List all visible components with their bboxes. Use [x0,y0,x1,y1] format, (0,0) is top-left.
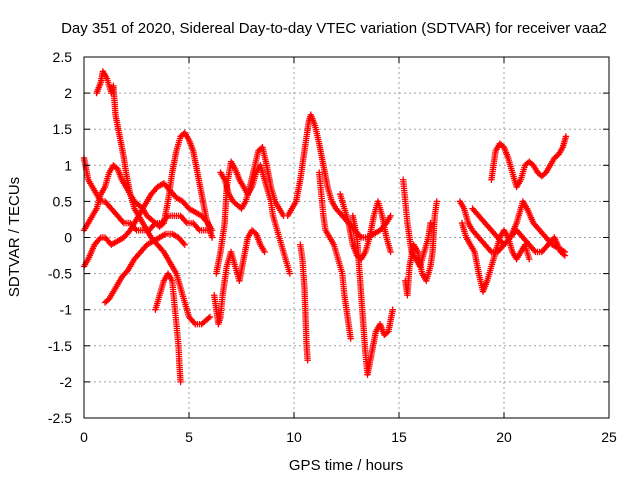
data-point [560,251,567,258]
data-point [180,240,187,247]
data-point [304,357,311,364]
data-point [177,378,184,386]
data-point [205,314,212,322]
data-point [562,133,570,140]
data-point [531,247,538,254]
y-tick-label: 0 [64,230,72,246]
data-point [261,248,268,256]
data-point [433,198,440,205]
data-point [203,218,210,225]
data-point [190,319,198,326]
y-tick-label: 2.5 [53,49,73,65]
data-point [387,212,394,220]
data-point [389,306,396,313]
y-axis-label: SDTVAR / TECUs [6,177,23,297]
x-tick-label: 5 [185,429,193,445]
y-tick-label: 1.5 [53,121,73,137]
data-point [125,228,133,235]
data-point [206,313,214,321]
x-axis-ticks: 0 5 10 15 20 25 [80,57,617,445]
x-axis-label: GPS time / hours [289,457,403,474]
data-point [208,227,216,234]
data-point [195,225,202,233]
data-point [208,234,216,241]
data-point [96,235,103,243]
data-point [182,218,189,225]
data-point [123,268,131,275]
data-point [286,270,293,277]
data-point [159,247,166,254]
y-tick-label: -1 [60,302,73,318]
x-tick-label: 15 [391,429,407,445]
y-tick-label: -2 [60,374,73,390]
data-point [526,255,533,263]
y-tick-label: 2 [64,85,72,101]
x-tick-label: 10 [286,429,302,445]
y-axis-ticks: 2.5 2 1.5 1 0.5 0 -0.5 -1 -1.5 -2 -2.5 [48,49,609,426]
chart-title: Day 351 of 2020, Sidereal Day-to-day VTE… [61,20,607,37]
y-tick-label: -1.5 [48,338,72,354]
x-tick-label: 20 [496,429,512,445]
data-point [561,252,569,259]
grid-lines [84,57,609,418]
x-tick-label: 0 [80,429,88,445]
data-point [181,241,188,248]
x-tick-label: 25 [601,429,617,445]
y-tick-label: -0.5 [48,266,72,282]
data-points [80,68,570,386]
y-tick-label: 0.5 [53,193,73,209]
y-tick-label: -2.5 [48,410,72,426]
data-point [119,218,126,225]
data-point [427,219,434,227]
y-tick-label: 1 [64,157,72,173]
data-point [347,335,354,342]
data-point [486,247,494,254]
data-point [387,248,394,256]
